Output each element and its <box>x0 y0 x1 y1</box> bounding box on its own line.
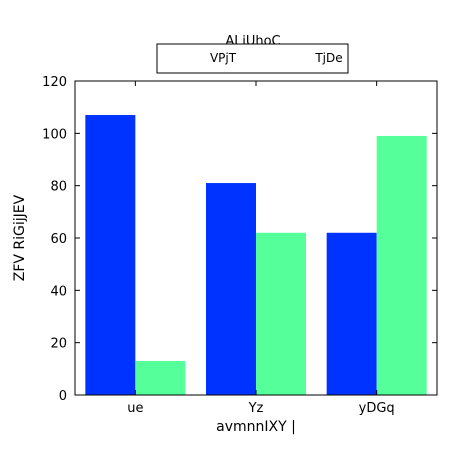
y-tick-label: 20 <box>50 337 67 352</box>
y-tick-label: 100 <box>42 127 67 142</box>
y-tick-label: 80 <box>50 180 67 195</box>
y-tick-label: 40 <box>50 284 67 299</box>
bars-layer <box>85 115 427 396</box>
legend-box <box>156 43 349 74</box>
bar-ue-series-2 <box>135 360 186 395</box>
y-tick-label: 120 <box>42 75 67 90</box>
x-tick-label-Yz: Yz <box>248 401 264 416</box>
y-tick-label: 60 <box>50 232 67 247</box>
legend: AJ iUhoC VPjT TjDe <box>156 34 349 74</box>
plot-frame <box>74 80 438 396</box>
x-axis-label: avmnnIXY | <box>216 419 296 435</box>
legend-entry-series-1: VPjT <box>210 51 237 65</box>
y-axis-label: ZFV RiGijJEV <box>12 194 28 281</box>
x-tick-label-ue: ue <box>127 401 143 416</box>
x-tick-label-yDGq: yDGq <box>359 401 395 416</box>
ticks-layer: 0 20 40 60 80 100 120 ue Yz yDGq <box>42 75 437 416</box>
bar-yDGq-series-2 <box>376 135 427 395</box>
bar-ue-series-1 <box>85 115 136 396</box>
bar-yDGq-series-1 <box>326 232 377 395</box>
bar-Yz-series-1 <box>206 183 256 395</box>
y-tick-label: 0 <box>59 389 67 404</box>
legend-entry-series-2: TjDe <box>314 51 342 65</box>
bar-Yz-series-2 <box>256 232 306 395</box>
